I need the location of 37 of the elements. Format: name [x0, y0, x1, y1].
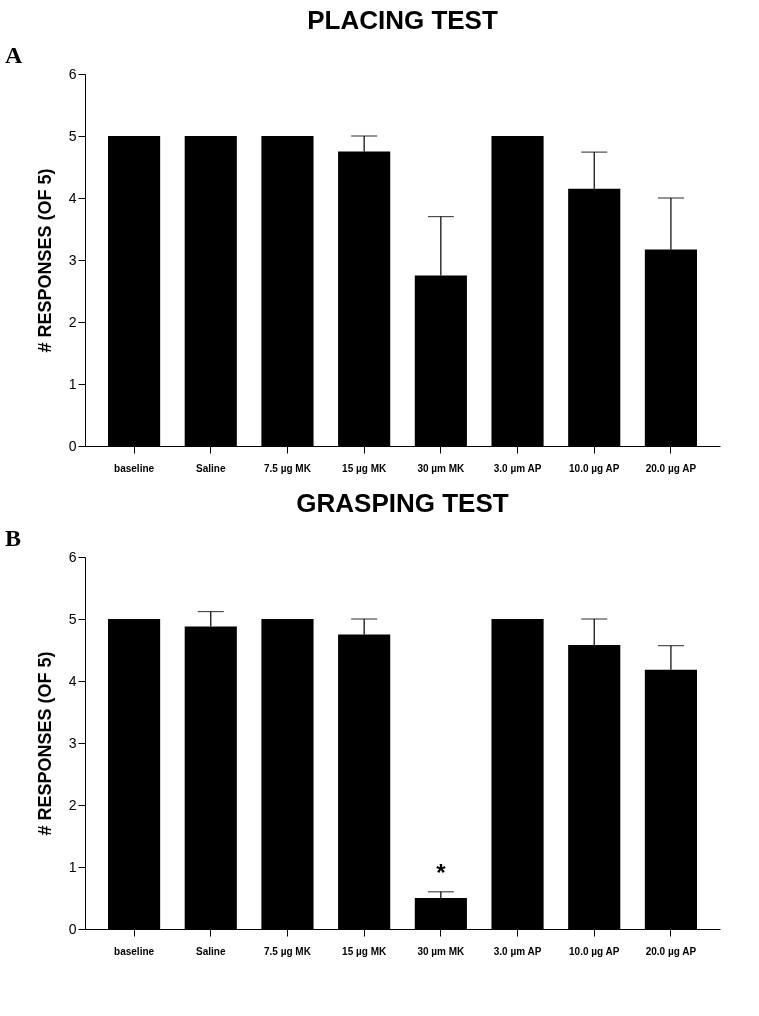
x-tick-label: 3.0 µm AP	[493, 462, 542, 474]
x-tick-label: baseline	[114, 945, 155, 957]
y-tick-label: 4	[68, 189, 77, 206]
x-tick-label: 20.0 µg AP	[645, 462, 697, 474]
y-tick-label: 5	[68, 127, 77, 144]
y-axis-title: # RESPONSES (OF 5)	[34, 168, 55, 353]
x-tick-label: Saline	[196, 462, 226, 474]
x-tick-label: 10.0 µg AP	[569, 462, 620, 474]
x-tick-label: Saline	[196, 945, 226, 957]
y-tick-label: 0	[68, 437, 77, 454]
x-tick-label: 15 µg MK	[342, 945, 387, 957]
x-tick-label: 10.0 µg AP	[569, 945, 620, 957]
y-tick-label: 2	[68, 313, 77, 330]
text: B	[5, 525, 22, 551]
y-tick-label: 1	[68, 858, 77, 875]
y-tick-label: 1	[68, 375, 77, 392]
x-tick-label: baseline	[114, 462, 155, 474]
y-tick-label: 2	[68, 796, 77, 813]
x-tick-label: 30 µm MK	[417, 462, 466, 474]
chart-title: PLACING TEST	[307, 5, 498, 35]
y-tick-label: 5	[68, 610, 77, 627]
x-tick-label: 15 µg MK	[342, 462, 387, 474]
y-tick-label: 6	[68, 65, 77, 82]
x-tick-label: 3.0 µm AP	[493, 945, 542, 957]
x-tick-label: 7.5 µg MK	[264, 462, 312, 474]
y-tick-label: 6	[68, 548, 77, 565]
y-tick-label: 3	[68, 734, 77, 751]
chart-title: GRASPING TEST	[296, 488, 509, 518]
y-axis-title: # RESPONSES (OF 5)	[34, 651, 55, 836]
y-tick-label: 3	[68, 251, 77, 268]
y-tick-label: 0	[68, 920, 77, 937]
x-tick-label: 20.0 µg AP	[645, 945, 697, 957]
text: A	[5, 42, 23, 68]
x-tick-label: 30 µm MK	[417, 945, 466, 957]
y-tick-label: 4	[68, 672, 77, 689]
x-tick-label: 7.5 µg MK	[264, 945, 312, 957]
annotation: *	[436, 858, 447, 886]
